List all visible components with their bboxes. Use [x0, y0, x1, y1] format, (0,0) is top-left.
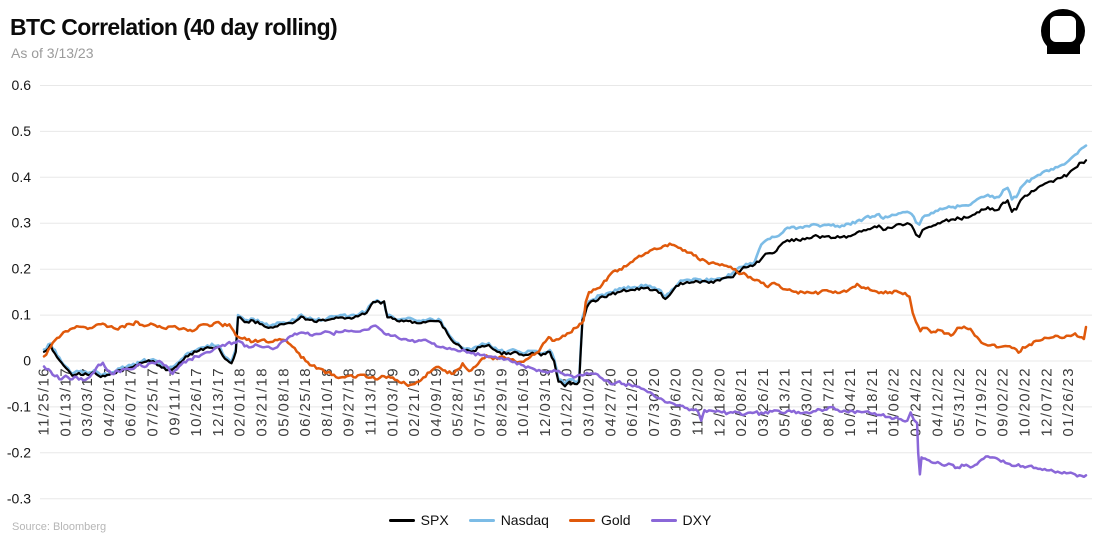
- x-axis-tick-label: 06/07/17: [123, 367, 140, 437]
- legend-item-spx: SPX: [388, 512, 449, 528]
- x-axis-tick-label: 02/21/19: [406, 367, 423, 437]
- x-axis-tick-label: 03/21/18: [254, 367, 271, 437]
- x-axis-tick-label: 04/09/19: [428, 367, 445, 437]
- x-axis-tick-label: 01/06/22: [886, 367, 903, 437]
- x-axis-tick-label: 10/04/21: [842, 367, 859, 437]
- blockworks-logo-icon: [1041, 9, 1085, 54]
- legend-label: DXY: [682, 512, 712, 528]
- x-axis-tick-label: 05/28/19: [450, 367, 467, 437]
- legend-label: Gold: [600, 512, 631, 528]
- x-axis-tick-label: 12/03/19: [537, 367, 554, 437]
- x-axis-tick-label: 09/02/22: [995, 367, 1012, 437]
- legend-swatch-dxy: [650, 518, 677, 522]
- x-axis-tick-label: 08/29/19: [493, 367, 510, 437]
- y-axis-tick-label: 0.4: [12, 169, 32, 185]
- source-label: Source: Bloomberg: [12, 521, 107, 533]
- x-axis-tick-label: 03/26/21: [755, 367, 772, 437]
- x-axis-tick-label: 04/27/20: [602, 367, 619, 437]
- y-axis-tick-label: 0: [23, 353, 31, 369]
- x-axis-tick-label: 05/31/22: [951, 367, 968, 437]
- x-axis-tick-label: 10/26/17: [188, 367, 205, 437]
- x-axis-tick-label: 02/08/21: [733, 367, 750, 437]
- chart-legend: SPX Nasdaq Gold DXY: [0, 512, 1100, 528]
- legend-swatch-gold: [568, 518, 595, 522]
- x-axis-tick-label: 01/03/19: [384, 367, 401, 437]
- x-axis-tick-label: 03/03/17: [79, 367, 96, 437]
- series-line-nasdaq: [42, 144, 1088, 386]
- legend-item-dxy: DXY: [650, 512, 712, 528]
- x-axis-tick-label: 02/24/22: [908, 367, 925, 437]
- page-title: BTC Correlation (40 day rolling): [10, 14, 338, 40]
- x-axis-tick-label: 07/30/20: [646, 367, 663, 437]
- as-of-date: As of 3/13/23: [11, 45, 94, 61]
- x-axis-tick-label: 04/20/17: [101, 367, 118, 437]
- x-axis-tick-label: 05/08/18: [275, 367, 292, 437]
- x-axis-tick-label: 06/30/21: [799, 367, 816, 437]
- x-axis-tick-label: 08/17/21: [820, 367, 837, 437]
- x-axis-tick-label: 12/07/22: [1038, 367, 1055, 437]
- x-axis-tick-label: 02/01/18: [232, 367, 249, 437]
- x-axis-tick-label: 07/15/19: [472, 367, 489, 437]
- y-axis-tick-label: -0.1: [7, 398, 31, 414]
- x-axis-tick-label: 08/10/18: [319, 367, 336, 437]
- x-axis-tick-label: 12/13/17: [210, 367, 227, 437]
- legend-swatch-nasdaq: [468, 518, 495, 522]
- y-axis-tick-label: 0.6: [12, 77, 32, 93]
- legend-item-gold: Gold: [568, 512, 631, 528]
- x-axis-tick-label: 07/19/22: [973, 367, 990, 437]
- x-axis-tick-label: 11/18/21: [864, 367, 881, 435]
- x-axis-tick-label: 10/16/19: [515, 367, 532, 437]
- y-axis-tick-label: 0.5: [12, 123, 32, 139]
- y-axis-tick-label: 0.3: [12, 215, 32, 231]
- y-axis-tick-label: -0.2: [7, 444, 31, 460]
- x-axis-tick-label: 10/20/22: [1017, 367, 1034, 437]
- x-axis-tick-label: 11/25/16: [36, 367, 53, 435]
- x-axis-tick-label: 01/26/23: [1060, 367, 1077, 437]
- series-line-gold: [42, 242, 1088, 388]
- legend-item-nasdaq: Nasdaq: [468, 512, 549, 528]
- x-axis-tick-label: 04/12/22: [929, 367, 946, 437]
- x-axis-tick-label: 03/10/20: [581, 367, 598, 437]
- legend-label: Nasdaq: [500, 512, 549, 528]
- y-axis-tick-label: 0.1: [12, 307, 32, 323]
- x-axis-tick-label: 11/13/18: [363, 367, 380, 435]
- x-axis-tick-label: 05/13/21: [777, 367, 794, 437]
- series-line-dxy: [42, 324, 1088, 479]
- x-axis-tick-label: 09/16/20: [668, 367, 685, 437]
- series-line-spx: [42, 159, 1088, 388]
- x-axis-tick-label: 06/12/20: [624, 367, 641, 437]
- y-axis-tick-label: -0.3: [7, 490, 31, 506]
- x-axis-tick-label: 07/25/17: [145, 367, 162, 437]
- x-axis-tick-label: 09/11/17: [166, 367, 183, 435]
- y-axis-tick-label: 0.2: [12, 261, 32, 277]
- legend-swatch-spx: [388, 518, 415, 522]
- x-axis-tick-label: 01/13/17: [57, 367, 74, 437]
- x-axis-tick-label: 12/18/20: [711, 367, 728, 437]
- x-axis-tick-label: 11/02/20: [690, 367, 707, 435]
- x-axis-tick-label: 09/27/18: [341, 367, 358, 437]
- legend-label: SPX: [420, 512, 449, 528]
- x-axis-tick-label: 06/25/18: [297, 367, 314, 437]
